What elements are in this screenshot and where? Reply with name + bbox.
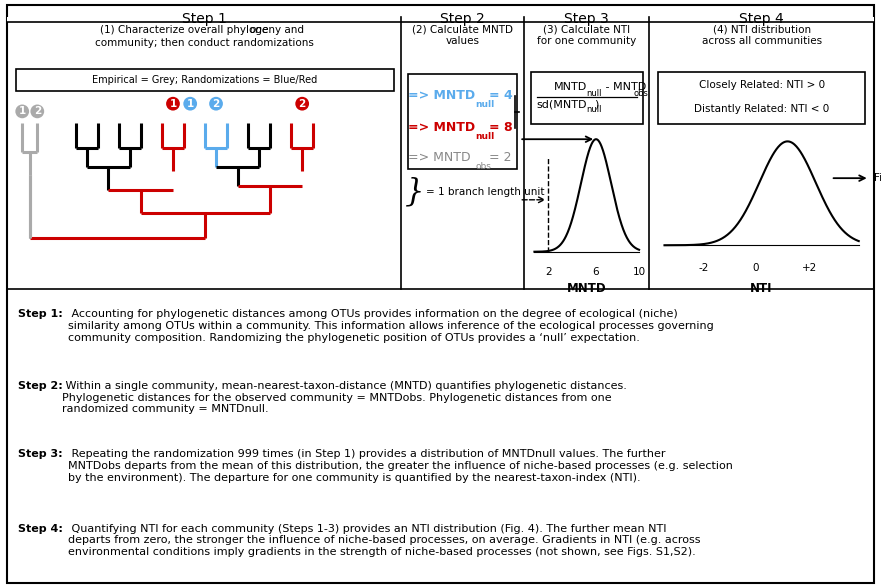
Text: = 2: = 2: [489, 152, 511, 165]
FancyBboxPatch shape: [408, 74, 517, 169]
Text: }: }: [404, 177, 424, 208]
Text: null: null: [587, 105, 603, 114]
Text: community; then conduct randomizations: community; then conduct randomizations: [94, 38, 314, 48]
Text: (2) Calculate MNTD
values: (2) Calculate MNTD values: [412, 25, 513, 46]
Text: 2: 2: [299, 99, 306, 109]
Text: Step 1: Step 1: [181, 12, 226, 26]
Text: 0: 0: [751, 263, 759, 273]
Text: ): ): [594, 99, 598, 109]
Text: Step 4: Step 4: [739, 12, 784, 26]
Text: Repeating the randomization 999 times (in Step 1) provides a distribution of MNT: Repeating the randomization 999 times (i…: [68, 449, 733, 483]
Text: Empirical = Grey; Randomizations = Blue/Red: Empirical = Grey; Randomizations = Blue/…: [93, 75, 317, 85]
Text: Step 2:: Step 2:: [19, 381, 63, 391]
Text: +2: +2: [802, 263, 817, 273]
Text: - MNTD: - MNTD: [602, 82, 646, 92]
Text: null: null: [475, 100, 494, 109]
Text: 2: 2: [212, 99, 219, 109]
Text: NTI: NTI: [751, 282, 773, 295]
Text: Quantifying NTI for each community (Steps 1-3) provides an NTI distribution (Fig: Quantifying NTI for each community (Step…: [68, 524, 700, 557]
Text: 2: 2: [33, 106, 41, 116]
Text: => MNTD: => MNTD: [408, 89, 475, 102]
Text: Closely Related: NTI > 0: Closely Related: NTI > 0: [699, 80, 825, 90]
Text: (1) Characterize overall phylogeny and: (1) Characterize overall phylogeny and: [100, 25, 307, 35]
Text: -2: -2: [698, 263, 708, 273]
Text: obs: obs: [633, 89, 648, 98]
Text: Step 3: Step 3: [565, 12, 609, 26]
Text: 1: 1: [169, 99, 176, 109]
Text: null: null: [475, 132, 494, 141]
Text: 6: 6: [593, 267, 599, 277]
Text: Distantly Related: NTI < 0: Distantly Related: NTI < 0: [694, 104, 829, 114]
Text: MNTD: MNTD: [567, 282, 606, 295]
Text: Step 4:: Step 4:: [19, 524, 67, 534]
FancyBboxPatch shape: [658, 72, 865, 124]
Text: Step 1:: Step 1:: [19, 309, 67, 319]
Text: obs: obs: [475, 162, 491, 171]
Bar: [7, 17, 874, 22]
Text: (3) Calculate NTI
for one community: (3) Calculate NTI for one community: [537, 25, 636, 46]
Text: Within a single community, mean-nearest-taxon-distance (MNTD) quantifies phyloge: Within a single community, mean-nearest-…: [62, 381, 626, 414]
FancyBboxPatch shape: [531, 72, 642, 124]
Text: 1: 1: [187, 99, 194, 109]
Text: Fig. 4: Fig. 4: [874, 173, 881, 183]
Text: Step 3:: Step 3:: [19, 449, 67, 459]
Text: => MNTD: => MNTD: [408, 152, 470, 165]
Text: null: null: [587, 89, 603, 98]
Text: = 8: = 8: [489, 121, 513, 135]
FancyBboxPatch shape: [16, 69, 394, 91]
Text: Step 2: Step 2: [440, 12, 485, 26]
Text: (4) NTI distribution
across all communities: (4) NTI distribution across all communit…: [701, 25, 822, 46]
Text: 10: 10: [633, 267, 646, 277]
Text: sd(MNTD: sd(MNTD: [537, 99, 587, 109]
Text: => MNTD: => MNTD: [408, 121, 475, 135]
Text: 1: 1: [19, 106, 26, 116]
Text: one: one: [250, 25, 269, 35]
Text: = 4: = 4: [489, 89, 513, 102]
Text: 2: 2: [545, 267, 552, 277]
Text: Accounting for phylogenetic distances among OTUs provides information on the deg: Accounting for phylogenetic distances am…: [68, 309, 714, 343]
Text: = 1 branch length unit: = 1 branch length unit: [426, 188, 544, 198]
Text: MNTD: MNTD: [553, 82, 587, 92]
